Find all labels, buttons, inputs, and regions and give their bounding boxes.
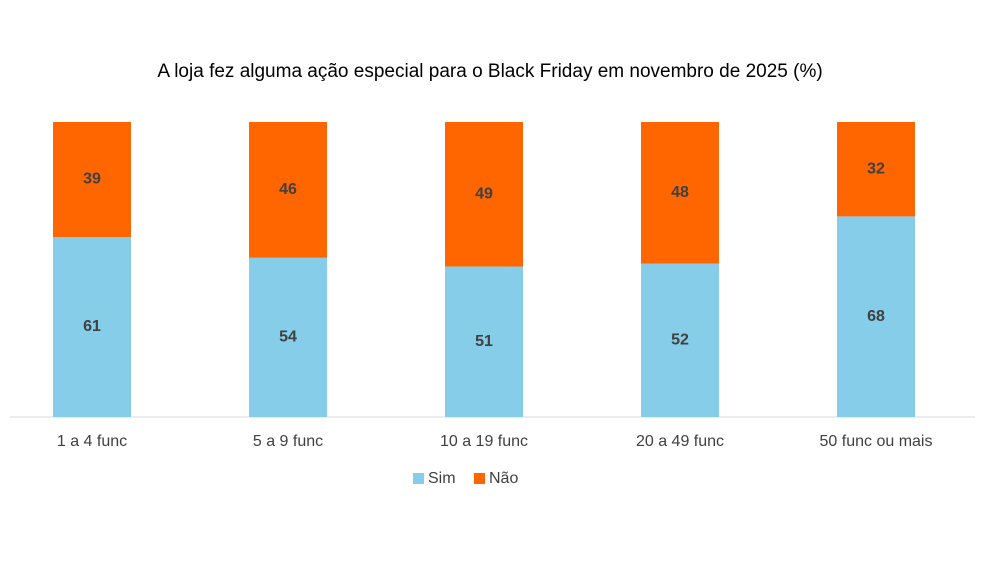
data-label: 51 xyxy=(475,333,493,350)
bar-segment xyxy=(641,122,719,264)
x-tick-label: 50 func ou mais xyxy=(820,433,933,450)
bar-segment xyxy=(837,122,915,217)
x-tick-label: 5 a 9 func xyxy=(253,433,323,450)
data-label: 46 xyxy=(279,181,297,198)
bar-segment xyxy=(641,263,719,417)
bar-segment xyxy=(53,237,131,417)
data-label: 54 xyxy=(279,329,297,346)
legend-label: Não xyxy=(489,470,518,487)
data-label: 32 xyxy=(867,160,885,177)
bar-segment xyxy=(53,122,131,238)
x-tick-label: 20 a 49 func xyxy=(636,433,724,450)
x-tick-label: 10 a 19 func xyxy=(440,433,528,450)
data-label: 49 xyxy=(475,185,493,202)
data-label: 68 xyxy=(867,308,885,325)
legend-swatch xyxy=(474,473,485,484)
data-label: 48 xyxy=(671,184,689,201)
data-label: 52 xyxy=(671,332,689,349)
chart-title: A loja fez alguma ação especial para o B… xyxy=(157,61,822,82)
legend-label: Sim xyxy=(428,470,456,487)
legend-swatch xyxy=(413,473,424,484)
bar-segment xyxy=(249,122,327,258)
data-label: 39 xyxy=(83,171,101,188)
data-label: 61 xyxy=(83,318,101,335)
bar-segment xyxy=(837,216,915,417)
bar-segment xyxy=(445,122,523,267)
x-tick-label: 1 a 4 func xyxy=(57,433,127,450)
bar-segment xyxy=(445,266,523,417)
bar-segment xyxy=(249,257,327,417)
